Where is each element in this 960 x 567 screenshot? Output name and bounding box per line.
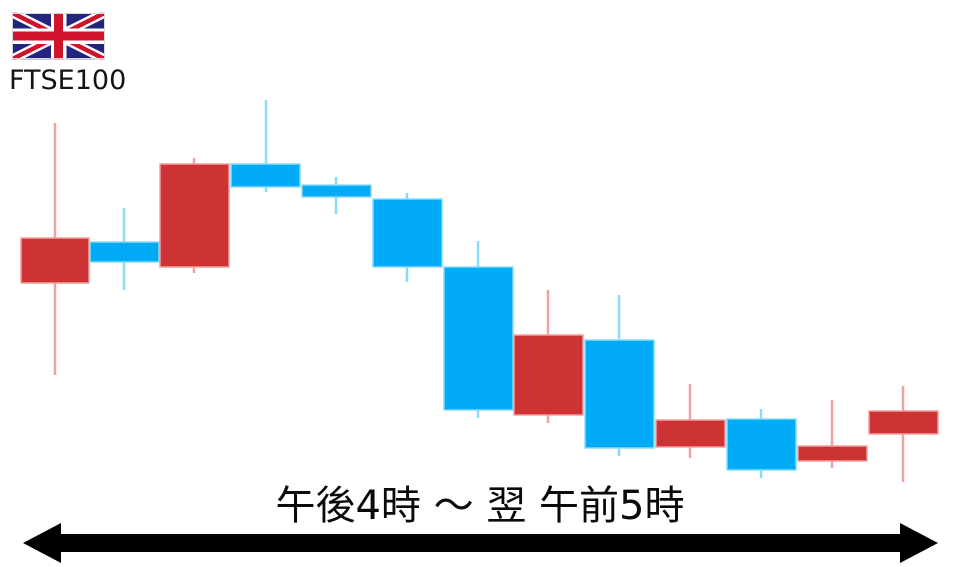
candlestick-8 bbox=[513, 290, 584, 423]
chart-header: FTSE100 bbox=[0, 0, 200, 100]
candle-wick bbox=[264, 100, 268, 192]
candlestick-6 bbox=[372, 193, 443, 282]
candlestick-12 bbox=[797, 400, 868, 468]
candlestick-3 bbox=[159, 158, 230, 273]
uk-flag-icon bbox=[12, 10, 105, 62]
candle-body bbox=[868, 410, 939, 435]
candle-body bbox=[584, 339, 655, 449]
time-axis-arrow bbox=[0, 515, 960, 567]
candle-body bbox=[372, 198, 443, 268]
candle-body bbox=[159, 163, 230, 268]
candlestick-7 bbox=[443, 241, 514, 418]
candlestick-10 bbox=[655, 384, 726, 458]
time-range-caption: 午後4時 ～ 翌 午前5時 bbox=[275, 483, 685, 529]
candle-body bbox=[89, 241, 160, 263]
candlestick-plot bbox=[20, 100, 939, 482]
double-headed-arrow-icon bbox=[23, 523, 938, 563]
candle-wick bbox=[830, 400, 834, 468]
candle-body bbox=[513, 334, 584, 416]
candlestick-13 bbox=[868, 386, 939, 482]
candle-body bbox=[301, 184, 372, 198]
candlestick-9 bbox=[584, 295, 655, 456]
candlestick-4 bbox=[230, 100, 301, 192]
ticker-symbol-label: FTSE100 bbox=[9, 65, 127, 96]
candle-body bbox=[726, 418, 797, 471]
candle-body bbox=[230, 163, 301, 188]
candle-body bbox=[655, 419, 726, 448]
candle-body bbox=[443, 266, 514, 411]
candlestick-11 bbox=[726, 409, 797, 478]
candlestick-2 bbox=[89, 208, 160, 290]
candle-body bbox=[797, 445, 868, 462]
candle-body bbox=[20, 237, 90, 284]
candlestick-1 bbox=[20, 123, 90, 375]
candlestick-5 bbox=[301, 177, 372, 214]
